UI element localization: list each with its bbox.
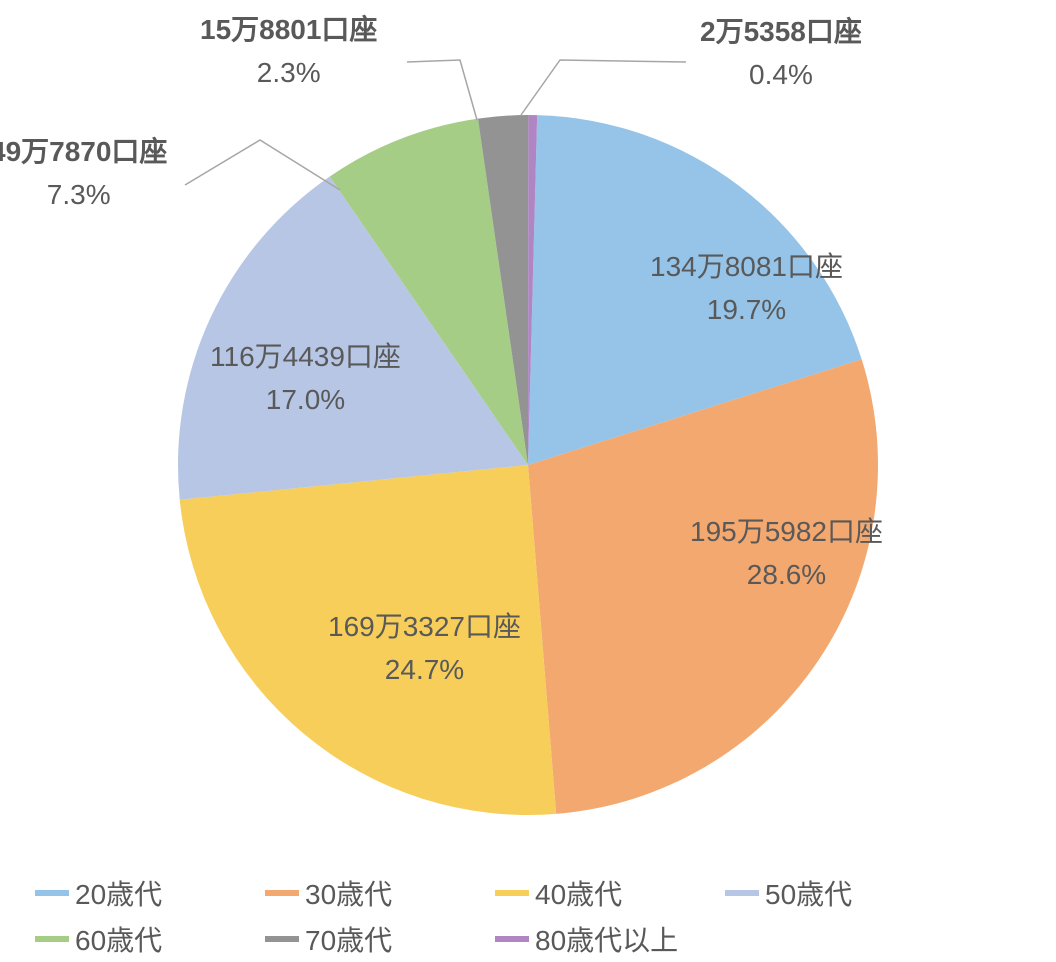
legend-swatch	[265, 936, 299, 942]
label-percent: 24.7%	[328, 648, 521, 691]
legend-item: 30歳代	[265, 870, 495, 916]
legend-swatch	[495, 890, 529, 896]
legend-item: 40歳代	[495, 870, 725, 916]
label-value: 134万8081口座	[650, 245, 843, 288]
pie-chart: 134万8081口座19.7% 195万5982口座28.6% 169万3327口座…	[0, 0, 1056, 870]
legend-swatch	[725, 890, 759, 896]
label-value: 195万5982口座	[690, 510, 883, 553]
legend-label: 40歳代	[535, 873, 622, 913]
legend-swatch	[495, 936, 529, 942]
legend-label: 20歳代	[75, 873, 162, 913]
label-percent: 0.4%	[700, 53, 862, 96]
legend-swatch	[35, 936, 69, 942]
legend-label: 80歳代以上	[535, 919, 678, 959]
slice-label: 116万4439口座17.0%	[210, 335, 401, 422]
label-value: 49万7870口座	[0, 130, 167, 173]
label-percent: 17.0%	[210, 378, 401, 421]
legend-swatch	[35, 890, 69, 896]
callout-label: 49万7870口座7.3%	[0, 130, 167, 217]
callout-label: 15万8801口座2.3%	[200, 8, 377, 95]
legend: 20歳代 30歳代 40歳代 50歳代 60歳代 70歳代 80歳代以上	[35, 870, 1035, 962]
label-value: 169万3327口座	[328, 605, 521, 648]
label-percent: 19.7%	[650, 288, 843, 331]
slice-label: 195万5982口座28.6%	[690, 510, 883, 597]
legend-label: 30歳代	[305, 873, 392, 913]
legend-label: 50歳代	[765, 873, 852, 913]
legend-label: 60歳代	[75, 919, 162, 959]
legend-swatch	[265, 890, 299, 896]
callout-label: 2万5358口座0.4%	[700, 10, 862, 97]
legend-item: 20歳代	[35, 870, 265, 916]
leader-line	[521, 60, 686, 115]
legend-item: 80歳代以上	[495, 916, 755, 962]
label-percent: 28.6%	[690, 553, 883, 596]
legend-item: 50歳代	[725, 870, 955, 916]
label-percent: 2.3%	[200, 51, 377, 94]
legend-label: 70歳代	[305, 919, 392, 959]
slice-label: 169万3327口座24.7%	[328, 605, 521, 692]
leader-line	[407, 60, 477, 120]
label-value: 15万8801口座	[200, 8, 377, 51]
legend-item: 60歳代	[35, 916, 265, 962]
slice-label: 134万8081口座19.7%	[650, 245, 843, 332]
label-value: 2万5358口座	[700, 10, 862, 53]
pie-svg	[176, 113, 880, 817]
label-value: 116万4439口座	[210, 335, 401, 378]
legend-item: 70歳代	[265, 916, 495, 962]
label-percent: 7.3%	[0, 173, 167, 216]
